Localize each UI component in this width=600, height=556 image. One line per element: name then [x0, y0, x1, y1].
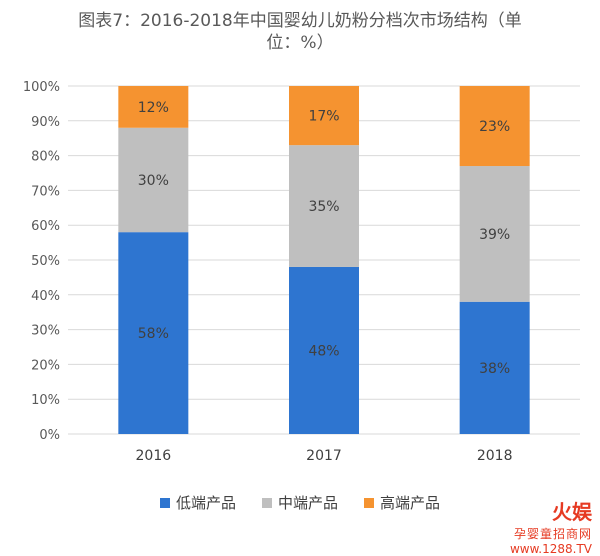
x-tick-label: 2016 [136, 448, 172, 464]
x-tick-label: 2018 [477, 448, 513, 464]
bar-segment [459, 301, 530, 434]
legend-item: 高端产品 [364, 492, 440, 513]
bar-segment [118, 232, 189, 434]
data-label: 17% [308, 109, 339, 125]
legend-label: 中端产品 [277, 494, 338, 512]
legend-swatch [364, 497, 374, 508]
bar-segment [459, 166, 530, 302]
legend-swatch [261, 497, 272, 508]
legend-item: 中端产品 [261, 492, 338, 513]
watermark: 火娱 孕婴童招商网 www.1288.TV [510, 496, 592, 556]
y-tick-label: 100% [23, 80, 60, 95]
y-tick-label: 0% [39, 428, 60, 443]
y-tick-label: 90% [31, 115, 60, 130]
y-tick-label: 40% [31, 289, 60, 304]
bar-segment [289, 266, 359, 434]
y-tick-label: 70% [31, 184, 60, 199]
legend-item: 低端产品 [159, 492, 236, 513]
bar-segment [289, 86, 359, 146]
legend: 低端产品 中端产品 高端产品 [0, 492, 600, 513]
y-tick-label: 80% [31, 150, 60, 165]
data-label: 23% [479, 119, 510, 135]
watermark-url: www.1288.TV [509, 542, 592, 556]
bar-segment [459, 86, 530, 167]
data-label: 58% [138, 326, 169, 342]
chart-title-line1: 图表7：2016-2018年中国婴幼儿奶粉分档次市场结构（单 [78, 11, 522, 31]
chart-title-line2: 位：%） [266, 33, 334, 53]
legend-label: 高端产品 [380, 494, 441, 512]
data-label: 48% [308, 343, 339, 359]
stacked-bar-chart: 0% 10% 20% 30% 40% 50% 60% 70% 80% 90% 100% 58% 30% 1… [23, 80, 580, 464]
y-tick-label: 50% [31, 254, 60, 269]
bar-segment [118, 86, 189, 128]
data-label: 12% [138, 100, 169, 116]
y-tick-label: 10% [31, 393, 60, 408]
data-label: 35% [308, 199, 339, 215]
data-label: 30% [138, 173, 169, 189]
chart-title: 图表7：2016-2018年中国婴幼儿奶粉分档次市场结构（单 位：%） [0, 10, 600, 54]
x-tick-label: 2017 [306, 448, 342, 464]
watermark-name: 孕婴童招商网 [513, 527, 592, 541]
legend-swatch [159, 497, 170, 508]
data-label: 39% [479, 227, 510, 243]
y-tick-label: 60% [31, 219, 60, 234]
y-tick-label: 30% [31, 324, 60, 339]
y-tick-label: 20% [31, 358, 60, 373]
watermark-brand: 火娱 [552, 500, 592, 524]
data-label: 38% [479, 361, 510, 377]
bar-segment [289, 145, 359, 267]
bar-segment [118, 127, 189, 233]
legend-label: 低端产品 [175, 494, 236, 512]
